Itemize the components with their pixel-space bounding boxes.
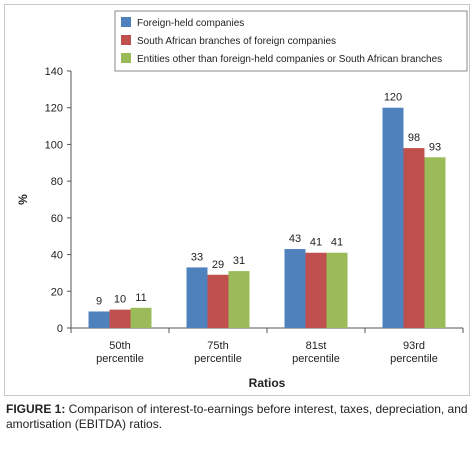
category-label-2: percentile [194,353,242,365]
y-tick-label: 20 [51,286,63,298]
data-label-s3-c1: 11 [135,292,146,304]
legend-swatch-1 [121,17,131,27]
legend-label-3: Entities other than foreign-held compani… [137,54,442,65]
bar-s2-c1 [109,309,131,328]
data-label-s1-c1: 9 [96,295,102,307]
y-tick-label: 0 [57,323,63,335]
legend-label-1: Foreign-held companies [137,18,244,29]
y-axis: 0 20 40 60 80 100 120 140 [45,66,72,335]
data-label-s3-c2: 31 [233,255,245,267]
chart-svg: Foreign-held companies South African bran… [16,10,468,390]
legend-swatch-2 [121,35,131,45]
bar-s1-c2 [186,267,208,328]
bar-s2-c4 [403,148,425,328]
caption-label: FIGURE 1: [6,402,66,416]
category-label-2: 75th [207,340,228,352]
y-tick-label: 60 [51,213,63,225]
bar-s2-c3 [305,252,327,328]
x-axis: 50thpercentile75thpercentile81stpercenti… [70,327,464,365]
bar-s2-c2 [207,274,229,328]
data-label-s2-c4: 98 [408,132,420,144]
y-tick-label: 120 [45,103,63,115]
legend-swatch-3 [121,53,131,63]
category-label-3: percentile [292,353,340,365]
figure-caption: FIGURE 1: Comparison of interest-to-earn… [6,402,472,432]
y-tick-label: 40 [51,250,63,262]
category-label-1: 50th [109,340,130,352]
bar-s3-c1 [130,307,152,328]
y-tick-label: 80 [51,176,63,188]
category-label-3: 81st [306,340,327,352]
bars: 9 10 11 33 29 31 43 41 41 120 98 93 [88,92,446,328]
category-label-1: percentile [96,353,144,365]
bar-s3-c3 [326,252,348,328]
y-axis-title: % [16,194,30,205]
x-axis-title: Ratios [249,376,286,390]
chart-frame: Foreign-held companies South African bran… [4,4,470,396]
data-label-s1-c2: 33 [191,251,203,263]
legend: Foreign-held companies South African bran… [121,17,442,65]
bar-s3-c2 [228,271,250,328]
data-label-s3-c4: 93 [429,141,441,153]
data-label-s1-c3: 43 [289,233,301,245]
bar-s3-c4 [424,157,446,328]
y-tick-label: 100 [45,139,63,151]
bar-s1-c3 [284,249,306,328]
caption-text: Comparison of interest-to-earnings befor… [6,402,468,431]
bar-s1-c4 [382,107,404,328]
category-label-4: percentile [390,353,438,365]
bar-s1-c1 [88,311,110,328]
legend-box [114,10,468,72]
category-label-4: 93rd [403,340,425,352]
legend-label-2: South African branches of foreign compan… [137,36,336,47]
data-label-s2-c3: 41 [310,237,322,249]
data-label-s2-c2: 29 [212,259,224,271]
data-label-s1-c4: 120 [384,92,402,104]
y-tick-label: 140 [45,66,63,78]
data-label-s2-c1: 10 [114,294,126,306]
data-label-s3-c3: 41 [331,237,343,249]
